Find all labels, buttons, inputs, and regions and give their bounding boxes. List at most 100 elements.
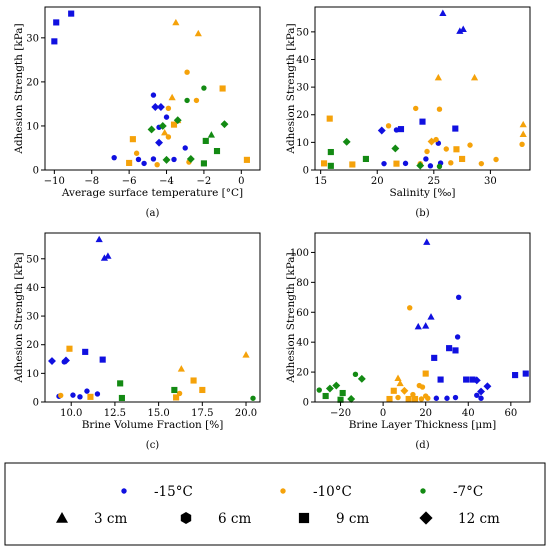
data-point <box>386 395 393 403</box>
y-tick-label: 80 <box>296 278 309 289</box>
data-point <box>395 394 401 401</box>
data-point <box>416 161 425 170</box>
data-point <box>454 334 461 340</box>
legend-dot-marker <box>420 488 426 494</box>
data-point <box>381 160 387 167</box>
data-point <box>407 305 413 311</box>
data-point <box>342 137 351 146</box>
data-point <box>158 121 167 130</box>
data-points <box>48 235 256 402</box>
data-point <box>519 141 525 148</box>
panel-caption: (a) <box>146 208 160 219</box>
legend-label: 9 cm <box>336 511 369 527</box>
y-tick-label: 20 <box>26 340 39 351</box>
data-point <box>423 156 429 162</box>
data-point <box>339 389 346 397</box>
data-point <box>220 120 229 129</box>
data-point <box>173 116 182 125</box>
y-axis-label: Adhesion Strength [kPa] <box>285 23 297 154</box>
data-point <box>104 252 112 259</box>
data-point <box>84 388 90 394</box>
data-point <box>170 121 178 128</box>
x-axis-label: Brine Volume Fraction [%] <box>82 419 224 431</box>
legend-dot-marker <box>121 488 127 494</box>
data-points <box>316 238 529 403</box>
data-point <box>443 146 449 152</box>
data-point <box>419 384 426 390</box>
y-tick-label: 40 <box>296 55 309 66</box>
data-point <box>200 160 207 167</box>
data-point <box>172 18 180 26</box>
data-point <box>396 379 404 387</box>
data-point <box>133 150 140 156</box>
data-point <box>424 148 430 155</box>
legend-temperature-row: -15°C -10°C -7°C <box>121 484 483 500</box>
data-point <box>326 115 333 122</box>
data-point <box>437 376 444 383</box>
data-point <box>493 156 499 163</box>
legend-label: -10°C <box>313 484 352 500</box>
data-point <box>434 73 442 81</box>
data-point <box>377 126 386 135</box>
data-point <box>423 238 431 245</box>
data-point <box>51 38 58 45</box>
data-point <box>463 376 470 383</box>
data-point <box>327 162 334 169</box>
data-point <box>171 156 177 163</box>
x-tick-label: 60 <box>504 408 517 419</box>
data-point <box>418 396 425 402</box>
data-point <box>422 322 430 329</box>
x-tick-label: −4 <box>159 176 174 187</box>
data-point <box>414 322 422 330</box>
data-point <box>100 254 109 261</box>
data-point <box>427 313 435 320</box>
data-point <box>171 386 178 394</box>
y-tick-label: 10 <box>26 121 39 132</box>
data-point <box>117 380 124 387</box>
data-point <box>467 142 473 148</box>
data-point <box>173 394 180 401</box>
data-point <box>433 395 440 401</box>
data-point <box>165 105 172 112</box>
legend-label: 12 cm <box>458 511 500 527</box>
data-point <box>400 386 409 395</box>
x-axis-label: Salinity [‰] <box>389 187 455 199</box>
data-point <box>202 137 209 144</box>
data-point <box>135 156 142 163</box>
x-tick-label: 15 <box>314 176 327 187</box>
data-point <box>352 371 359 378</box>
panel-a: −10 −8 −6 −4 −2 0 0 10 20 30 Average surface tempe… <box>13 6 261 219</box>
data-point <box>162 155 171 164</box>
data-point <box>452 347 459 354</box>
legend-diamond-icon <box>419 511 433 525</box>
data-point <box>452 394 459 401</box>
data-point <box>427 163 434 169</box>
data-point <box>474 392 480 398</box>
legend-triangle-icon <box>56 512 68 523</box>
data-point <box>165 134 172 140</box>
y-tick-label: 100 <box>290 248 309 259</box>
data-point <box>431 354 438 361</box>
data-point <box>522 370 529 377</box>
legend-label: -15°C <box>154 484 193 500</box>
y-tick-label: 0 <box>303 166 309 177</box>
x-tick-label: 15.0 <box>147 408 169 419</box>
data-point <box>347 395 356 403</box>
data-point <box>316 387 322 393</box>
legend-hexagon-icon <box>180 512 192 524</box>
legend-dot-marker <box>280 488 286 494</box>
y-tick-label: 50 <box>296 27 309 38</box>
y-tick-label: 30 <box>26 312 39 323</box>
legend: -15°C -10°C -7°C 3 cm 6 cm 9 cm 12 cm <box>4 462 546 546</box>
data-points <box>320 9 527 170</box>
data-point <box>177 365 185 372</box>
y-tick-label: 30 <box>26 33 39 44</box>
x-tick-label: −10 <box>44 176 65 187</box>
data-point <box>402 160 409 167</box>
data-point <box>58 392 64 399</box>
legend-entry-temperature: -10°C <box>280 484 352 500</box>
data-point <box>155 138 164 147</box>
data-point <box>427 137 436 146</box>
data-point <box>405 395 412 403</box>
